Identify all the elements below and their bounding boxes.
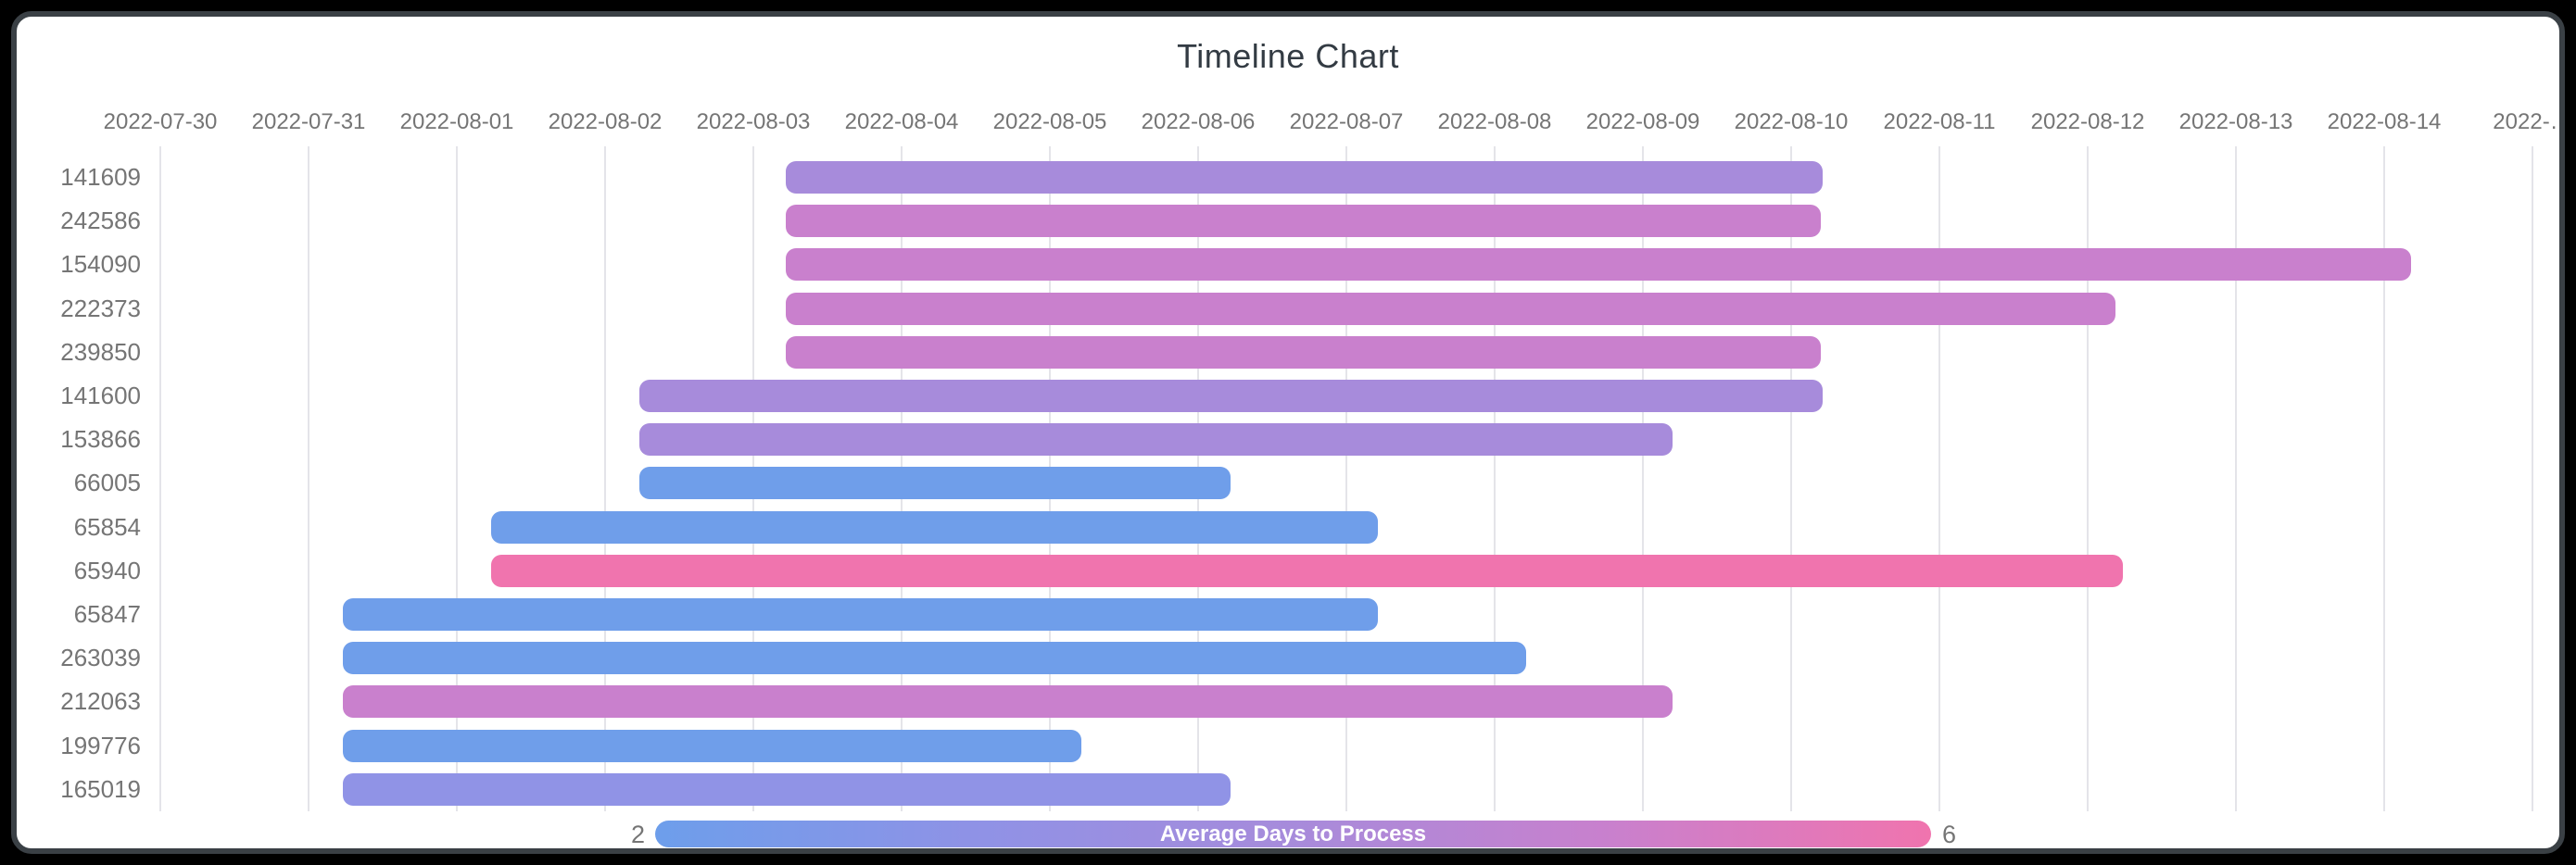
gridline [1345,146,1347,811]
x-axis: 2022-07-30 2022-07-31 2022-08-01 2022-08-02… [104,109,2559,143]
x-tick-label: 2022-08-10 [1734,109,1849,134]
legend-max-label: 6 [1942,821,1957,848]
gridline [2383,146,2385,811]
timeline-bar-65940[interactable] [490,554,2124,587]
timeline-bar-165019[interactable] [342,772,1231,806]
x-tick-label: 2022-08-04 [844,109,959,134]
timeline-bar-212063[interactable] [342,685,1673,719]
y-tick-label: 263039 [60,644,141,672]
gridline [2532,146,2533,811]
y-tick-label: 65854 [73,512,141,541]
gridline [1642,146,1644,811]
y-tick-label: 242586 [60,207,141,235]
legend-min-label: 2 [630,821,645,848]
gridline [1938,146,1940,811]
timeline-bar-141600[interactable] [638,380,1823,412]
timeline-bar-222373[interactable] [786,292,2116,325]
y-tick-label: 141609 [60,163,141,191]
x-tick-label: 2022-08-11 [1883,109,1996,134]
x-tick-label: 2022-08-06 [1141,109,1256,134]
gridline [159,146,161,811]
timeline-bar-199776[interactable] [342,729,1081,762]
x-tick-label: 2022-08-12 [2030,109,2145,134]
legend-gradient-bar: Average Days to Process [655,821,1931,847]
timeline-bar-153866[interactable] [638,423,1673,457]
gridline [604,146,606,811]
x-tick-label: 2022-08-13 [2178,109,2293,134]
y-tick-label: 65940 [73,556,141,584]
y-tick-label: 199776 [60,731,141,759]
timeline-bar-65854[interactable] [490,510,1378,544]
y-tick-label: 222373 [60,294,141,322]
x-tick-label: 2022-07-30 [103,109,218,134]
y-tick-label: 65847 [73,600,141,628]
x-tick-label: 2022-08-07 [1289,109,1404,134]
x-tick-label: 2022-08-01 [399,109,514,134]
gridline [2087,146,2089,811]
x-tick-label: 2022-08-03 [696,109,811,134]
gridline [308,146,309,811]
y-tick-label: 165019 [60,774,141,803]
gridline [1494,146,1496,811]
x-tick-label: 2022-08-14 [2327,109,2442,134]
gridline [1790,146,1792,811]
plot-area [159,146,2533,811]
timeline-bar-263039[interactable] [342,642,1526,675]
gridline [456,146,458,811]
y-tick-label: 66005 [73,469,141,497]
gridline [2235,146,2237,811]
x-tick-label: 2022-07-31 [251,109,366,134]
timeline-bar-239850[interactable] [786,335,1821,369]
y-tick-label: 153866 [60,425,141,454]
y-tick-label: 154090 [60,250,141,279]
timeline-bar-66005[interactable] [638,467,1231,500]
timeline-bar-154090[interactable] [786,248,2411,282]
legend-title: Average Days to Process [1159,821,1427,846]
x-tick-label: 2022-08-09 [1585,109,1700,134]
y-tick-label: 212063 [60,687,141,716]
y-tick-label: 141600 [60,382,141,409]
x-tick-label: 2022-08-02 [548,109,663,134]
timeline-bar-65847[interactable] [342,598,1378,631]
chart-card: Timeline Chart 2022-07-30 2022-07-31 2022-… [11,11,2565,854]
y-tick-label: 239850 [60,337,141,366]
chart-title: Timeline Chart [1177,37,1399,75]
x-tick-label: 2022-08-05 [992,109,1107,134]
timeline-bar-141609[interactable] [786,161,1823,194]
y-axis-labels: 141609 242586 154090 222373 239850 141600 1538… [17,146,141,811]
x-tick-label: 2022-08-08 [1437,109,1552,134]
timeline-bar-242586[interactable] [786,205,1821,238]
x-tick-label: 2022-… [2493,109,2565,134]
